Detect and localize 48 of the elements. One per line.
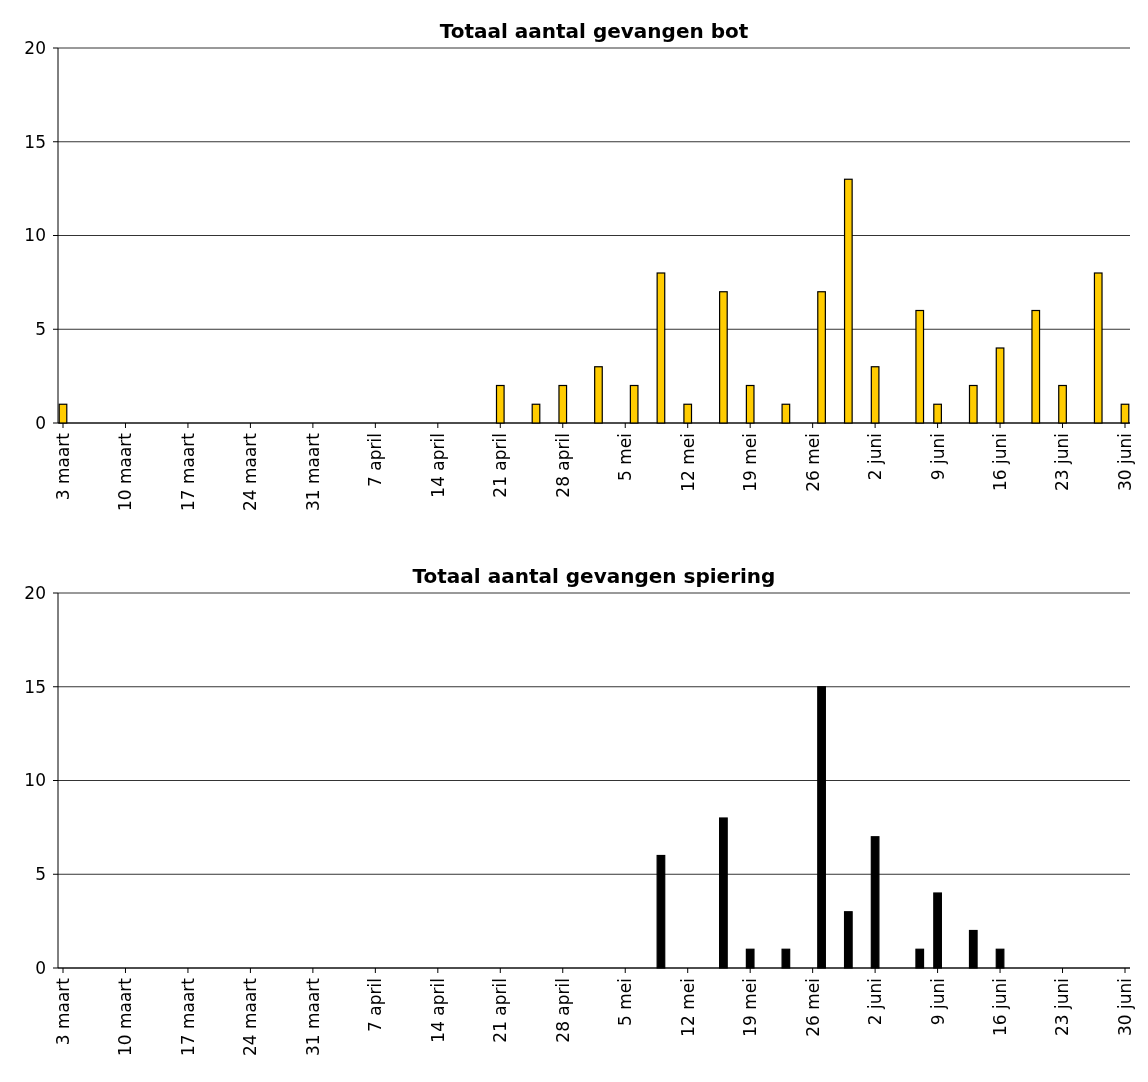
y-tick-label: 20 [24, 582, 46, 603]
y-tick-label: 15 [24, 676, 46, 697]
x-tick-label: 9 juni [927, 978, 948, 1026]
x-tick-label: 23 juni [1052, 978, 1073, 1037]
x-tick-label: 10 maart [115, 432, 136, 512]
x-tick-label: 26 mei [802, 433, 823, 492]
x-tick-label: 30 juni [1114, 433, 1135, 492]
chart-title: Totaal aantal gevangen bot [439, 19, 749, 43]
x-tick-label: 7 april [365, 433, 386, 487]
x-tick-label: 23 juni [1052, 433, 1073, 492]
x-tick-label: 24 maart [240, 432, 261, 512]
chart-title: Totaal aantal gevangen spiering [412, 564, 776, 588]
x-tick-label: 3 maart [52, 432, 73, 501]
x-tick-label: 31 maart [302, 432, 323, 512]
x-tick-label: 14 april [427, 978, 448, 1043]
x-tick-label: 5 mei [615, 433, 636, 481]
y-tick-label: 20 [24, 37, 46, 58]
y-tick-label: 0 [35, 412, 46, 433]
x-tick-label: 19 mei [740, 978, 761, 1037]
x-tick-label: 12 mei [677, 433, 698, 492]
x-tick-label: 19 mei [740, 433, 761, 492]
x-tick-label: 3 maart [52, 977, 73, 1046]
x-tick-label: 30 juni [1114, 978, 1135, 1037]
x-tick-label: 21 april [490, 978, 511, 1043]
x-tick-label: 31 maart [302, 977, 323, 1057]
y-tick-label: 5 [35, 319, 46, 340]
x-tick-label: 16 juni [990, 978, 1011, 1037]
x-tick-label: 2 juni [865, 433, 886, 481]
x-tick-label: 26 mei [802, 978, 823, 1037]
x-tick-label: 12 mei [677, 978, 698, 1037]
x-tick-label: 28 april [552, 978, 573, 1043]
x-tick-label: 16 juni [990, 433, 1011, 492]
x-tick-label: 17 maart [177, 977, 198, 1057]
x-tick-label: 28 april [552, 433, 573, 498]
y-tick-label: 15 [24, 131, 46, 152]
y-tick-label: 10 [24, 770, 46, 791]
y-tick-label: 10 [24, 225, 46, 246]
x-tick-label: 17 maart [177, 432, 198, 512]
x-tick-label: 9 juni [927, 433, 948, 481]
x-tick-label: 14 april [427, 433, 448, 498]
x-tick-label: 7 april [365, 978, 386, 1032]
x-tick-label: 24 maart [240, 977, 261, 1057]
y-tick-label: 0 [35, 957, 46, 978]
x-tick-label: 10 maart [115, 977, 136, 1057]
x-tick-label: 21 april [490, 433, 511, 498]
x-tick-label: 5 mei [615, 978, 636, 1026]
y-tick-label: 5 [35, 864, 46, 885]
x-tick-label: 2 juni [865, 978, 886, 1026]
